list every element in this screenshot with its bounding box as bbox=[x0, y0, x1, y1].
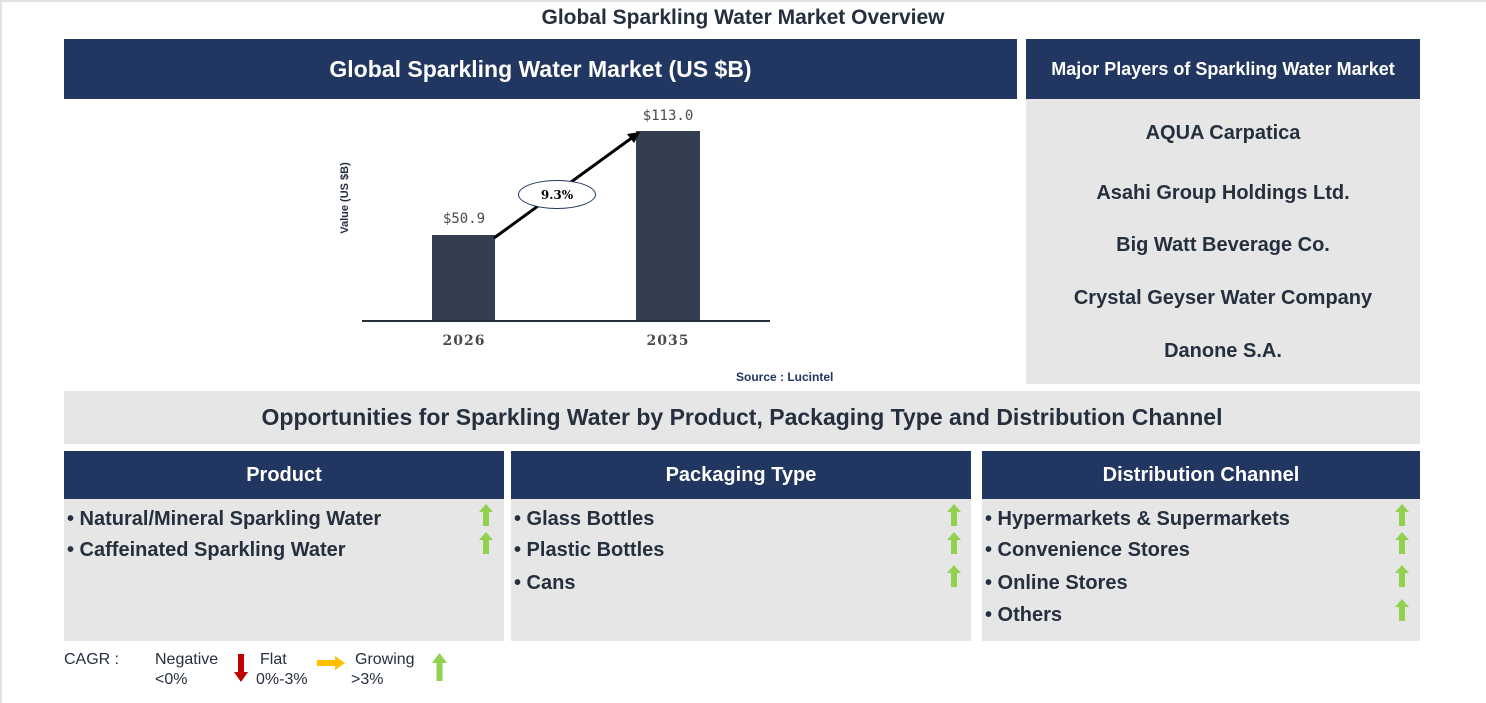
product-column: Product • Natural/Mineral Sparkling Wate… bbox=[64, 451, 504, 641]
down-arrow-icon bbox=[234, 654, 248, 682]
legend-flat-name: Flat bbox=[260, 651, 287, 668]
distribution-column: Distribution Channel • Hypermarkets & Su… bbox=[982, 451, 1420, 641]
legend-negative-range: <0% bbox=[155, 671, 188, 688]
players-list: AQUA Carpatica Asahi Group Holdings Ltd.… bbox=[1026, 99, 1420, 384]
packaging-column: Packaging Type • Glass Bottles • Plastic… bbox=[511, 451, 971, 641]
up-arrow-icon bbox=[1395, 504, 1409, 526]
up-arrow-icon bbox=[479, 532, 493, 554]
player-item: AQUA Carpatica bbox=[1145, 122, 1301, 144]
product-item: • Caffeinated Sparkling Water bbox=[67, 539, 346, 561]
chart-header: Global Sparkling Water Market (US $B) bbox=[64, 39, 1017, 99]
up-arrow-icon bbox=[1395, 532, 1409, 554]
distribution-item: • Others bbox=[985, 604, 1063, 626]
player-item: Big Watt Beverage Co. bbox=[1116, 234, 1330, 256]
packaging-header: Packaging Type bbox=[511, 451, 971, 499]
product-header: Product bbox=[64, 451, 504, 499]
up-arrow-icon bbox=[1395, 565, 1409, 587]
up-arrow-icon bbox=[947, 565, 961, 587]
bar-2026 bbox=[432, 235, 495, 320]
player-item: Crystal Geyser Water Company bbox=[1073, 287, 1373, 309]
legend-flat-range: 0%-3% bbox=[256, 671, 308, 688]
player-item: Danone S.A. bbox=[1164, 340, 1282, 362]
legend-growing-name: Growing bbox=[355, 651, 415, 668]
packaging-item: • Cans bbox=[514, 572, 576, 594]
distribution-item: • Convenience Stores bbox=[985, 539, 1190, 561]
packaging-item: • Plastic Bottles bbox=[514, 539, 665, 561]
up-arrow-icon bbox=[1395, 599, 1409, 621]
up-arrow-icon bbox=[432, 653, 447, 681]
distribution-item: • Hypermarkets & Supermarkets bbox=[985, 508, 1290, 530]
x-tick-2035: 2035 bbox=[646, 333, 690, 349]
product-item: • Natural/Mineral Sparkling Water bbox=[67, 508, 382, 530]
legend-negative-name: Negative bbox=[155, 651, 219, 668]
page-title: Global Sparkling Water Market Overview bbox=[541, 6, 945, 29]
cagr-badge: 9.3% bbox=[518, 180, 596, 209]
up-arrow-icon bbox=[479, 504, 493, 526]
opportunities-title: Opportunities for Sparkling Water by Pro… bbox=[64, 391, 1420, 444]
bar-value-label-2035: $113.0 bbox=[642, 108, 694, 124]
right-arrow-icon bbox=[317, 656, 345, 670]
bar-value-label-2026: $50.9 bbox=[442, 211, 486, 227]
distribution-header: Distribution Channel bbox=[982, 451, 1420, 499]
up-arrow-icon bbox=[947, 504, 961, 526]
legend-growing-range: >3% bbox=[351, 671, 384, 688]
x-axis-line bbox=[362, 320, 770, 322]
player-item: Asahi Group Holdings Ltd. bbox=[1096, 182, 1350, 204]
packaging-item: • Glass Bottles bbox=[514, 508, 655, 530]
up-arrow-icon bbox=[947, 532, 961, 554]
source-note: Source : Lucintel bbox=[736, 370, 834, 384]
distribution-item: • Online Stores bbox=[985, 572, 1128, 594]
x-tick-2026: 2026 bbox=[442, 333, 486, 349]
players-header: Major Players of Sparkling Water Market bbox=[1026, 39, 1420, 99]
legend-label: CAGR : bbox=[64, 651, 120, 668]
bar-2035 bbox=[636, 131, 700, 320]
